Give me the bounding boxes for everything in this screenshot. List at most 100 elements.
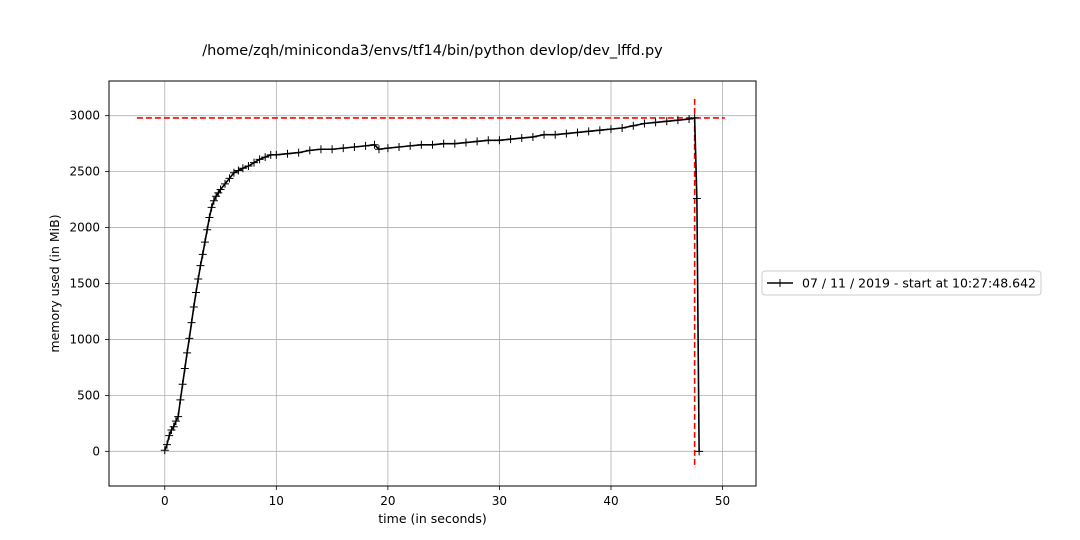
x-tick-label: 10: [269, 494, 284, 508]
data-point: [383, 144, 392, 153]
data-point: [395, 143, 404, 152]
data-point: [203, 225, 212, 234]
data-point: [160, 446, 169, 455]
data-point: [618, 123, 627, 132]
y-tick-label: 2500: [69, 165, 100, 179]
data-point: [194, 275, 203, 284]
legend-marker: [776, 279, 784, 287]
data-point: [200, 238, 209, 247]
y-tick-label: 3000: [69, 109, 100, 123]
data-point: [540, 130, 549, 139]
data-point: [450, 139, 459, 148]
legend-entry-label: 07 / 11 / 2019 - start at 10:27:48.642: [802, 276, 1036, 291]
data-point: [350, 143, 359, 152]
data-point: [229, 168, 238, 177]
data-point: [261, 153, 270, 162]
data-point: [305, 146, 314, 155]
data-point: [361, 141, 370, 150]
x-tick-label: 50: [715, 494, 730, 508]
data-point: [595, 126, 604, 135]
data-point: [192, 288, 201, 297]
data-point: [562, 129, 571, 138]
data-point: [484, 136, 493, 145]
data-point: [272, 150, 281, 159]
data-point: [294, 148, 303, 157]
data-point: [428, 140, 437, 149]
x-tick-label: 0: [161, 494, 169, 508]
data-point: [640, 119, 649, 128]
data-point: [692, 194, 701, 203]
data-point: [185, 334, 194, 343]
data-point: [180, 364, 189, 373]
reference-lines: [136, 98, 725, 469]
data-point: [165, 431, 174, 440]
data-point: [255, 155, 264, 164]
data-point: [673, 116, 682, 125]
data-point: [238, 164, 247, 173]
data-point: [551, 130, 560, 139]
data-point: [174, 412, 183, 421]
legend: 07 / 11 / 2019 - start at 10:27:48.642: [761, 270, 1042, 296]
data-point: [207, 203, 216, 212]
data-point: [690, 113, 699, 122]
data-point: [169, 422, 178, 431]
data-point: [176, 395, 185, 404]
y-tick-label: 2000: [69, 221, 100, 235]
x-tick-label: 20: [380, 494, 395, 508]
x-tick-label: 40: [603, 494, 618, 508]
data-point: [339, 144, 348, 153]
data-point: [606, 125, 615, 134]
data-point: [573, 128, 582, 137]
data-point: [163, 440, 172, 449]
data-point: [584, 127, 593, 136]
data-point: [473, 137, 482, 146]
data-point: [461, 138, 470, 147]
data-point: [495, 136, 504, 145]
data-point: [316, 145, 325, 154]
y-tick-label: 500: [77, 388, 100, 402]
data-point: [189, 302, 198, 311]
x-axis-label: time (in seconds): [378, 511, 486, 526]
x-axis-ticks: 0 10 20 30 40 50: [161, 486, 730, 508]
data-point: [221, 179, 230, 188]
chart-title: /home/zqh/miniconda3/envs/tf14/bin/pytho…: [202, 43, 663, 59]
data-point: [417, 140, 426, 149]
y-tick-label: 1500: [69, 277, 100, 291]
y-tick-label: 0: [92, 444, 100, 458]
series-group: [160, 113, 704, 456]
data-point: [629, 121, 638, 130]
data-point: [244, 162, 253, 171]
data-point: [216, 185, 225, 194]
data-point: [406, 141, 415, 150]
data-point: [225, 174, 234, 183]
data-point: [439, 139, 448, 148]
data-point: [198, 250, 207, 259]
data-point: [695, 447, 704, 456]
data-point: [187, 318, 196, 327]
data-point: [517, 134, 526, 143]
data-point: [234, 166, 243, 175]
data-point: [328, 145, 337, 154]
y-axis-ticks: 0 500 1000 1500 2000 2500 3000: [69, 109, 109, 458]
data-point: [374, 145, 383, 154]
data-point: [209, 196, 218, 205]
data-point: [651, 118, 660, 127]
data-point: [283, 149, 292, 158]
x-tick-label: 30: [492, 494, 507, 508]
data-point: [685, 115, 694, 124]
y-tick-label: 1000: [69, 332, 100, 346]
data-point: [370, 140, 379, 149]
data-point: [662, 117, 671, 126]
y-axis-label: memory used (in MiB): [47, 214, 62, 352]
data-point: [178, 380, 187, 389]
data-point: [171, 417, 180, 426]
data-point: [250, 158, 259, 167]
data-point: [183, 348, 192, 357]
data-point: [196, 261, 205, 270]
data-point: [528, 132, 537, 141]
legend-box: [761, 270, 1042, 296]
data-point: [205, 213, 214, 222]
data-point: [506, 135, 515, 144]
